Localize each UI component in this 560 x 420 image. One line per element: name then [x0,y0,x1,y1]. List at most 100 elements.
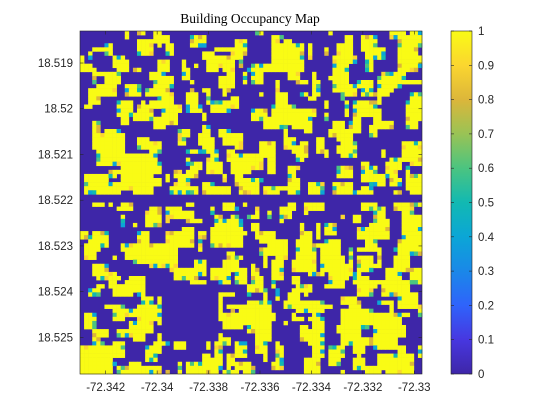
heatmap-cell [198,259,203,265]
heatmap-cell [116,75,122,81]
heatmap-cell [198,137,203,142]
heatmap-cell [336,137,341,142]
heatmap-cell [397,178,402,183]
heatmap-cell [185,133,191,138]
heatmap-cell [259,320,264,326]
heatmap-cell [417,276,423,281]
heatmap-cell [132,365,138,371]
heatmap-cell [283,210,288,216]
heatmap-image [80,31,423,375]
heatmap-cell [405,231,411,236]
heatmap-cell [141,235,146,240]
heatmap-cell [226,149,231,154]
heatmap-cell [336,88,341,93]
heatmap-cell [324,153,329,158]
heatmap-cell [238,271,244,277]
heatmap-cell [393,341,398,346]
heatmap-cell [397,161,402,167]
heatmap-cell [141,116,146,122]
heatmap-cell [185,218,191,224]
heatmap-cell [218,214,223,220]
colorbar-tick-label: 0.9 [478,60,494,72]
heatmap-cell [165,39,170,44]
heatmap-cell [365,88,370,93]
heatmap-cell [299,112,305,118]
heatmap-cell [112,92,117,97]
heatmap-cell [177,173,183,179]
heatmap-cell [112,145,117,150]
heatmap-cell [96,271,101,277]
heatmap-cell [405,116,411,122]
heatmap-cell [324,247,329,252]
heatmap-cell [230,369,236,375]
heatmap-cell [275,263,280,269]
heatmap-cell [267,165,272,171]
heatmap-cell [238,169,244,175]
heatmap-cell [116,333,122,338]
heatmap-cell [385,280,390,285]
heatmap-cell [320,190,325,195]
heatmap-cell [112,312,117,318]
heatmap-cell [352,308,358,314]
heatmap-cell [405,182,411,187]
heatmap-cell [112,55,117,60]
heatmap-cell [246,300,252,305]
heatmap-cell [295,153,301,158]
heatmap-cell [165,255,170,260]
heatmap-cell [413,108,419,113]
heatmap-cell [242,308,248,314]
heatmap-cell [263,259,268,265]
heatmap-cell [242,341,248,346]
heatmap-cell [198,133,203,138]
heatmap-cell [255,349,260,354]
heatmap-cell [149,251,154,256]
heatmap-cell [96,357,101,363]
heatmap-cell [222,267,227,273]
heatmap-cell [320,145,325,150]
heatmap-cell [308,51,313,56]
heatmap-cell [108,276,113,281]
heatmap-cell [332,263,337,269]
heatmap-cell [96,120,101,126]
heatmap-cell [271,365,276,371]
heatmap-cell [238,280,244,285]
heatmap-cell [206,165,211,171]
heatmap-cell [381,149,386,154]
heatmap-cell [413,55,419,60]
heatmap-cell [145,47,150,52]
heatmap-cell [210,361,215,367]
y-tick-label: 18.522 [38,195,73,207]
heatmap-cell [409,357,415,363]
heatmap-cell [202,235,207,240]
heatmap-cell [104,161,109,167]
heatmap-cell [267,308,272,314]
heatmap-cell [287,112,293,118]
heatmap-cell [84,243,89,248]
heatmap-cell [303,243,309,248]
heatmap-cell [116,345,122,350]
heatmap-cell [348,271,354,277]
heatmap-cell [141,284,146,289]
heatmap-cell [360,361,366,367]
heatmap-cell [397,63,402,69]
heatmap-cell [328,239,333,244]
heatmap-cell [377,263,382,269]
heatmap-cell [161,259,166,265]
heatmap-cell [344,276,350,281]
heatmap-cell [161,35,166,40]
heatmap-cell [405,145,411,150]
heatmap-cell [194,186,199,191]
heatmap-cell [88,104,93,109]
heatmap-cell [373,100,378,105]
heatmap-cell [369,235,374,240]
heatmap-cell [401,145,407,150]
heatmap-cell [409,161,415,167]
heatmap-cell [238,255,244,260]
heatmap-cell [137,308,142,314]
heatmap-cell [352,124,358,130]
heatmap-cell [132,369,138,375]
heatmap-cell [336,239,341,244]
heatmap-cell [145,210,150,216]
heatmap-cell [340,165,345,171]
heatmap-cell [165,173,170,179]
